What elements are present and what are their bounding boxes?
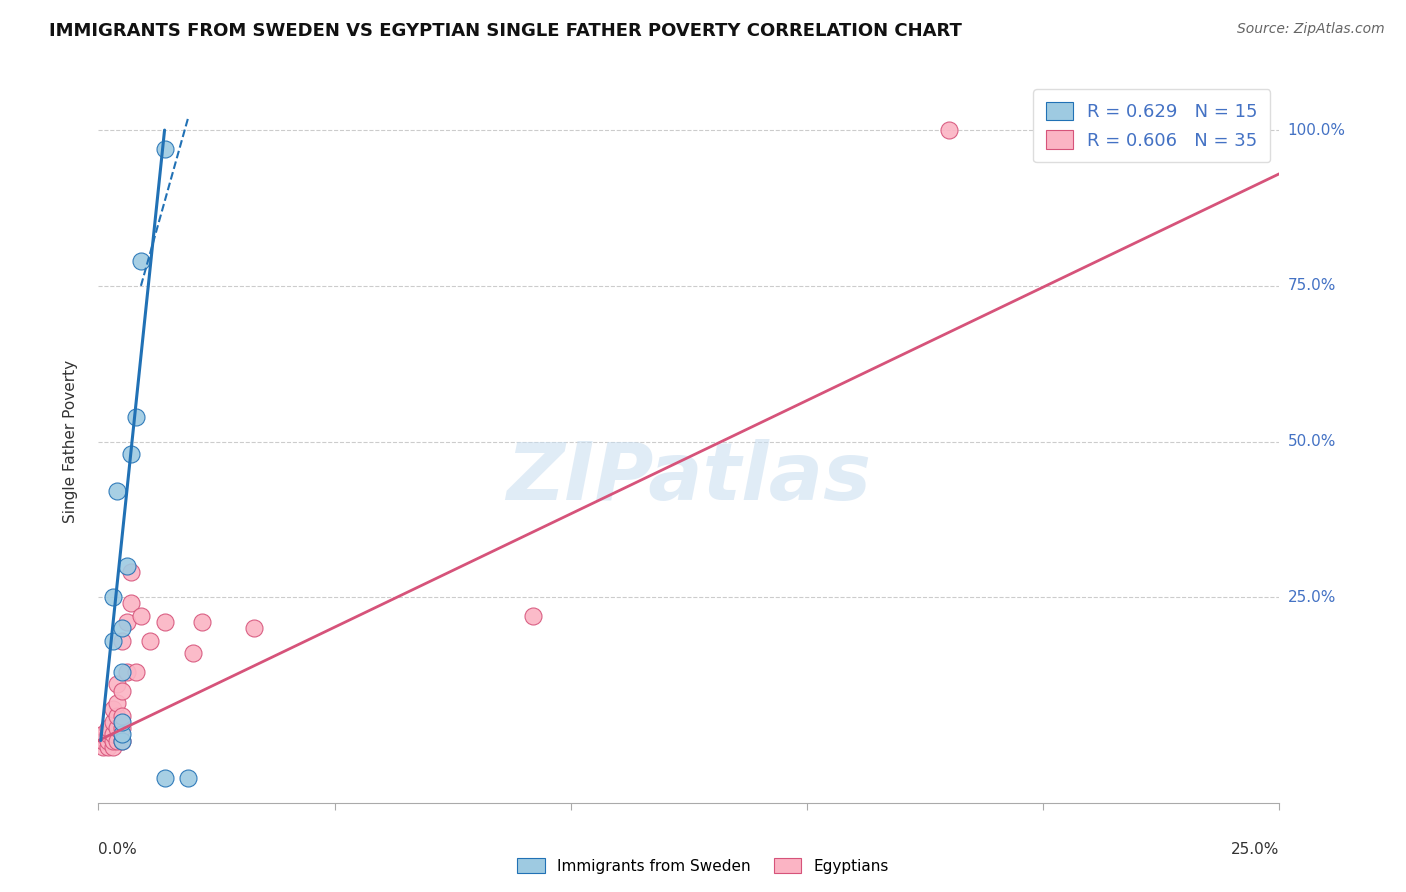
Point [105,696,128,710]
Point [101,714,124,729]
Point [125,409,148,424]
Point [243,621,266,635]
Point [91,739,114,754]
Point [139,633,162,648]
Legend: R = 0.629   N = 15, R = 0.606   N = 35: R = 0.629 N = 15, R = 0.606 N = 35 [1033,89,1271,162]
Point [153,615,176,630]
Point [522,609,544,624]
Point [101,727,124,741]
Point [105,733,128,747]
Point [125,665,148,679]
Point [111,665,134,679]
Point [91,733,114,747]
Point [115,615,138,630]
Point [938,123,960,137]
Point [121,566,143,580]
Point [101,591,124,605]
Point [111,721,134,735]
Point [101,739,124,754]
Text: 75.0%: 75.0% [1288,278,1336,293]
Text: 100.0%: 100.0% [1288,122,1346,137]
Point [105,721,128,735]
Text: 0.0%: 0.0% [98,842,138,856]
Point [97,739,120,754]
Point [101,633,124,648]
Text: 25.0%: 25.0% [1288,590,1336,605]
Point [111,621,134,635]
Point [91,727,114,741]
Point [129,253,152,268]
Point [177,771,200,785]
Text: 50.0%: 50.0% [1288,434,1336,449]
Text: 25.0%: 25.0% [1232,842,1279,856]
Point [97,721,120,735]
Point [181,646,204,660]
Legend: Immigrants from Sweden, Egyptians: Immigrants from Sweden, Egyptians [512,852,894,880]
Point [121,597,143,611]
Point [111,727,134,741]
Point [105,677,128,691]
Point [153,771,176,785]
Point [191,615,214,630]
Point [101,702,124,716]
Point [111,714,134,729]
Point [111,733,134,747]
Point [111,683,134,698]
Point [97,727,120,741]
Point [105,484,128,499]
Text: IMMIGRANTS FROM SWEDEN VS EGYPTIAN SINGLE FATHER POVERTY CORRELATION CHART: IMMIGRANTS FROM SWEDEN VS EGYPTIAN SINGL… [49,22,962,40]
Point [121,447,143,461]
Point [129,609,152,624]
Point [97,733,120,747]
Point [115,665,138,679]
Point [111,633,134,648]
Point [101,733,124,747]
Point [111,708,134,723]
Point [115,559,138,574]
Text: ZIPatlas: ZIPatlas [506,439,872,516]
Point [153,142,176,156]
Y-axis label: Single Father Poverty: Single Father Poverty [63,360,77,523]
Text: Source: ZipAtlas.com: Source: ZipAtlas.com [1237,22,1385,37]
Point [105,708,128,723]
Point [111,733,134,747]
